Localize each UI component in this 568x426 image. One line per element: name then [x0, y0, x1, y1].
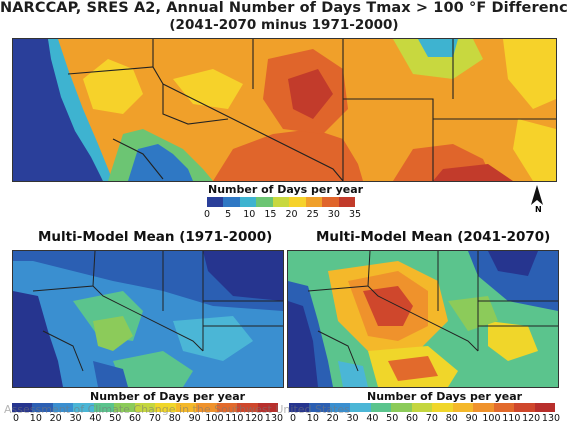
bottom-right-colorbar-tick-label: 110 [502, 413, 521, 424]
bottom-left-colorbar-tick-label: 40 [89, 413, 102, 424]
bottom-right-colorbar-tick-label: 120 [522, 413, 541, 424]
bottom-right-colorbar-ticks: 0 10 20 30 40 50 60 70 80 90 100 110 120 130 [289, 413, 560, 425]
bottom-right-colorbar-tick-label: 70 [425, 413, 438, 424]
bottom-left-colorbar-swatch [32, 403, 53, 412]
bottom-right-colorbar-tick-label: 30 [346, 413, 359, 424]
top-colorbar-tick-label: 15 [264, 209, 277, 220]
bottom-right-colorbar-tick-label: 130 [541, 413, 561, 424]
baseline-mean-map [12, 250, 284, 388]
top-colorbar-swatch [272, 197, 290, 207]
bottom-left-colorbar-swatch [52, 403, 74, 412]
bottom-right-colorbar-tick-label: 60 [406, 413, 419, 424]
bottom-right-colorbar-swatch [329, 403, 351, 412]
bottom-left-colorbar-swatch [114, 403, 135, 412]
bottom-left-colorbar-tick-label: 130 [264, 413, 284, 424]
bottom-left-colorbar-ticks: 0 10 20 30 40 50 60 70 80 90 100 110 120 130 [12, 413, 283, 425]
bottom-right-colorbar-swatch [350, 403, 371, 412]
bottom-right-colorbar-swatch [370, 403, 392, 412]
top-colorbar-tick-label: 20 [285, 209, 298, 220]
bottom-left-colorbar-swatch [216, 403, 238, 412]
bottom-left-colorbar-tick-label: 110 [225, 413, 244, 424]
difference-map-graphic [13, 39, 556, 181]
bottom-left-colorbar-tick-label: 0 [12, 413, 20, 424]
bottom-left-colorbar-swatch [73, 403, 94, 412]
bottom-right-colorbar-swatch [452, 403, 474, 412]
bottom-left-colorbar-swatch [155, 403, 176, 412]
bottom-right-colorbar [289, 403, 556, 412]
bottom-right-colorbar-swatch [493, 403, 515, 412]
bottom-left-colorbar-tick-label: 60 [129, 413, 142, 424]
top-colorbar-swatch [305, 197, 323, 207]
bottom-left-colorbar-swatch [237, 403, 258, 412]
bottom-right-colorbar-swatch [391, 403, 412, 412]
bottom-right-colorbar-swatch [289, 403, 310, 412]
bottom-left-colorbar-tick-label: 80 [168, 413, 181, 424]
top-colorbar-swatch [289, 197, 306, 207]
top-colorbar-tick-label: 5 [225, 209, 232, 220]
bottom-left-colorbar-tick-label: 10 [29, 413, 42, 424]
top-colorbar-tick-label: 0 [203, 209, 211, 220]
top-legend-title: Number of Days per year [208, 183, 364, 196]
source-watermark: Assessment of Climate Change in the Sout… [4, 403, 350, 416]
bottom-left-colorbar-swatch [196, 403, 217, 412]
bottom-right-colorbar-tick-label: 0 [289, 413, 297, 424]
bottom-left-colorbar-swatch [134, 403, 156, 412]
bottom-right-colorbar-tick-label: 10 [306, 413, 319, 424]
top-colorbar-swatch [239, 197, 257, 207]
top-colorbar-swatch [338, 197, 355, 207]
bottom-right-colorbar-tick-label: 100 [482, 413, 501, 424]
top-colorbar-ticks: 0 5 10 15 20 25 30 35 [203, 209, 361, 221]
baseline-mean-map-graphic [13, 251, 283, 387]
bottom-left-panel-title: Multi-Model Mean (1971-2000) [38, 229, 273, 245]
bottom-left-colorbar-swatch [12, 403, 33, 412]
bottom-left-colorbar-tick-label: 20 [49, 413, 62, 424]
bottom-right-colorbar-swatch [534, 403, 556, 412]
bottom-left-colorbar-swatch [93, 403, 115, 412]
top-colorbar-swatch [256, 197, 273, 207]
bottom-right-panel-title: Multi-Model Mean (2041-2070) [316, 229, 551, 245]
bottom-left-colorbar-tick-label: 120 [245, 413, 264, 424]
bottom-right-colorbar-swatch [432, 403, 453, 412]
bottom-left-colorbar-tick-label: 70 [148, 413, 161, 424]
top-colorbar-tick-label: 10 [243, 209, 256, 220]
bottom-left-colorbar-tick-label: 100 [205, 413, 224, 424]
bottom-right-colorbar-swatch [473, 403, 494, 412]
top-colorbar [207, 197, 355, 207]
bottom-left-colorbar-tick-label: 90 [188, 413, 201, 424]
future-mean-map-graphic [288, 251, 558, 387]
bottom-left-legend-title: Number of Days per year [90, 390, 246, 403]
future-mean-map [287, 250, 559, 388]
north-arrow-icon [531, 185, 543, 205]
bottom-left-colorbar [12, 403, 279, 412]
figure-title: NARCCAP, SRES A2, Annual Number of Days … [0, 0, 568, 16]
bottom-left-colorbar-swatch [175, 403, 197, 412]
bottom-right-colorbar-swatch [514, 403, 535, 412]
top-colorbar-tick-label: 25 [306, 209, 319, 220]
bottom-left-colorbar-tick-label: 50 [109, 413, 122, 424]
bottom-right-colorbar-tick-label: 90 [465, 413, 478, 424]
bottom-right-colorbar-swatch [309, 403, 330, 412]
difference-map [12, 38, 557, 182]
bottom-right-colorbar-tick-label: 80 [445, 413, 458, 424]
bottom-right-colorbar-swatch [411, 403, 433, 412]
north-letter: N [535, 205, 542, 214]
top-colorbar-swatch [322, 197, 339, 207]
bottom-right-colorbar-tick-label: 40 [366, 413, 379, 424]
bottom-right-colorbar-tick-label: 50 [386, 413, 399, 424]
top-colorbar-tick-label: 30 [327, 209, 340, 220]
bottom-left-colorbar-tick-label: 30 [69, 413, 82, 424]
top-colorbar-swatch [223, 197, 240, 207]
figure-subtitle: (2041-2070 minus 1971-2000) [169, 17, 399, 33]
bottom-right-legend-title: Number of Days per year [367, 390, 523, 403]
bottom-right-colorbar-tick-label: 20 [326, 413, 339, 424]
top-colorbar-tick-label: 35 [348, 209, 362, 220]
top-colorbar-swatch [207, 197, 224, 207]
bottom-left-colorbar-swatch [257, 403, 279, 412]
